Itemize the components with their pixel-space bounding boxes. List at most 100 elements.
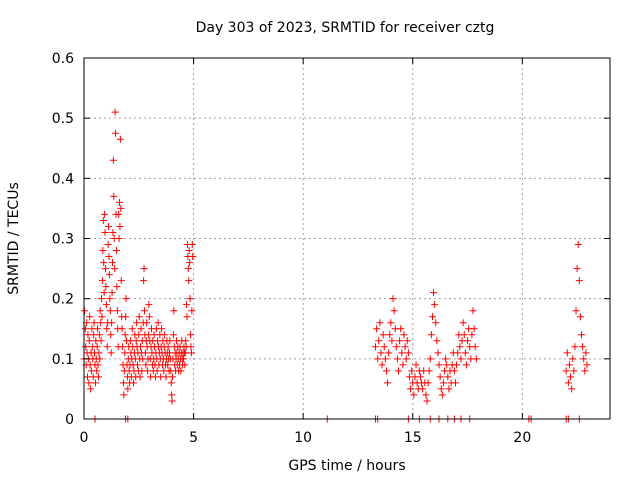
data-point <box>122 295 130 303</box>
data-point <box>122 313 130 321</box>
data-point <box>101 210 109 218</box>
data-point <box>575 277 583 285</box>
data-point <box>580 355 588 363</box>
data-point <box>187 349 195 357</box>
data-point <box>103 325 111 333</box>
data-point <box>564 379 572 387</box>
data-point <box>177 367 185 375</box>
data-point <box>461 349 469 357</box>
data-point <box>427 331 435 339</box>
data-point <box>105 271 113 279</box>
data-point <box>108 319 116 327</box>
data-point <box>563 349 571 357</box>
data-point <box>188 241 196 249</box>
data-point <box>404 349 412 357</box>
data-point <box>457 355 465 363</box>
chart-title: Day 303 of 2023, SRMTID for receiver czt… <box>196 20 495 36</box>
data-point <box>430 289 438 297</box>
data-point <box>425 367 433 375</box>
data-point <box>390 307 398 315</box>
data-point <box>393 355 401 363</box>
data-point <box>153 367 161 375</box>
data-point <box>128 325 136 333</box>
data-point <box>570 367 578 375</box>
x-tick-label: 10 <box>294 430 312 446</box>
data-point <box>436 373 444 381</box>
data-point <box>145 301 153 309</box>
data-point <box>106 307 114 315</box>
data-point <box>112 247 120 255</box>
data-point <box>424 379 432 387</box>
x-tick-label: 20 <box>513 430 531 446</box>
data-point <box>154 319 162 327</box>
data-point <box>472 355 480 363</box>
data-point <box>113 307 121 315</box>
data-point <box>145 313 153 321</box>
data-point <box>389 295 397 303</box>
data-point <box>116 198 124 206</box>
y-tick-label: 0.4 <box>52 171 74 187</box>
data-point <box>579 343 587 351</box>
data-point <box>100 289 108 297</box>
data-point <box>565 361 573 369</box>
data-point <box>382 367 390 375</box>
data-point <box>136 373 144 381</box>
data-point <box>137 343 145 351</box>
data-point <box>571 343 579 351</box>
data-point <box>471 343 479 351</box>
data-point <box>379 331 387 339</box>
x-axis-label: GPS time / hours <box>288 458 405 474</box>
data-point <box>164 343 172 351</box>
data-point <box>454 349 462 357</box>
data-point <box>101 265 109 273</box>
data-point <box>140 277 148 285</box>
data-point <box>167 379 175 387</box>
data-point <box>93 367 101 375</box>
data-point <box>462 361 470 369</box>
data-point <box>81 325 89 333</box>
data-point <box>569 355 577 363</box>
data-point <box>451 379 459 387</box>
y-tick-label: 0 <box>65 412 74 428</box>
data-point <box>578 331 586 339</box>
data-point <box>468 331 476 339</box>
data-point <box>426 355 434 363</box>
data-point <box>444 373 452 381</box>
data-point <box>574 241 582 249</box>
grid-lines <box>84 58 610 419</box>
data-point <box>434 349 442 357</box>
x-tick-label: 15 <box>404 430 422 446</box>
data-point <box>99 247 107 255</box>
data-point <box>135 313 143 321</box>
data-point <box>416 373 424 381</box>
data-point <box>469 307 477 315</box>
data-point <box>108 259 116 267</box>
data-point <box>386 331 394 339</box>
data-point <box>403 337 411 345</box>
data-point <box>109 156 117 164</box>
data-point <box>135 331 143 339</box>
data-point <box>401 343 409 351</box>
data-point <box>168 391 176 399</box>
data-point <box>431 301 439 309</box>
data-point <box>410 391 418 399</box>
data-point <box>142 361 150 369</box>
data-point <box>442 355 450 363</box>
data-point <box>98 277 106 285</box>
data-point <box>118 325 126 333</box>
data-point <box>121 331 129 339</box>
data-point <box>116 135 124 143</box>
data-point <box>385 349 393 357</box>
data-point <box>189 253 197 261</box>
data-point <box>117 277 125 285</box>
data-point <box>380 343 388 351</box>
data-point <box>82 343 90 351</box>
data-point <box>384 379 392 387</box>
data-point <box>85 379 93 387</box>
data-point <box>87 385 95 393</box>
data-point <box>184 265 192 273</box>
data-point <box>124 385 132 393</box>
data-point <box>428 313 436 321</box>
data-point <box>572 307 580 315</box>
